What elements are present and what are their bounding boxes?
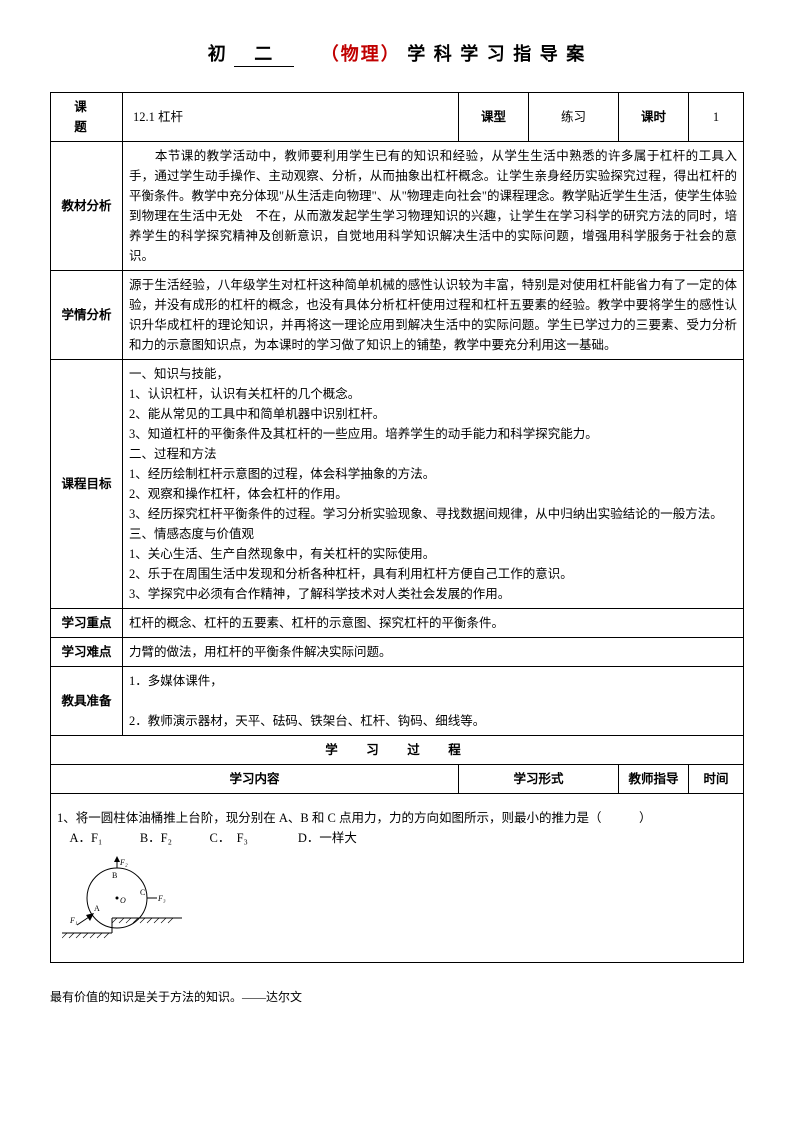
svg-text:C: C — [140, 888, 145, 897]
svg-text:A: A — [94, 904, 100, 913]
title-prefix: 初 — [208, 44, 228, 64]
title-suffix: 学 科 学 习 指 导 案 — [407, 44, 586, 64]
q1-stem: 1、将一圆柱体油桶推上台阶，现分别在 A、B 和 C 点用力，力的方向如图所示，… — [57, 808, 737, 828]
period-label: 课时 — [619, 93, 689, 142]
svg-text:F₁: F₁ — [69, 916, 78, 925]
page-title: 初 二 （物理） 学 科 学 习 指 导 案 — [50, 40, 744, 67]
diagram-svg: O F₂ B C F₃ F₁ A — [62, 853, 182, 943]
svg-text:B: B — [112, 871, 117, 880]
focus-text: 杠杆的概念、杠杆的五要素、杠杆的示意图、探究杠杆的平衡条件。 — [123, 609, 744, 638]
title-grade: 二 — [234, 40, 294, 67]
learner-row: 学情分析 源于生活经验，八年级学生对杠杆这种简单机械的感性认识较为丰富，特别是对… — [51, 271, 744, 360]
goals-text: 一、知识与技能， 1、认识杠杆，认识有关杠杆的几个概念。 2、能从常见的工具中和… — [123, 360, 744, 609]
lesson-table: 课 题 12.1 杠杆 课型 练习 课时 1 教材分析 本节课的教学活动中，教师… — [50, 92, 744, 963]
type-value: 练习 — [529, 93, 619, 142]
title-subject: （物理） — [321, 44, 401, 64]
process-heading-row: 学 习 过 程 — [51, 736, 744, 765]
question-row: 1、将一圆柱体油桶推上台阶，现分别在 A、B 和 C 点用力，力的方向如图所示，… — [51, 794, 744, 963]
material-text: 本节课的教学活动中，教师要利用学生已有的知识和经验，从学生生活中熟悉的许多属于杠… — [123, 142, 744, 271]
question-cell: 1、将一圆柱体油桶推上台阶，现分别在 A、B 和 C 点用力，力的方向如图所示，… — [51, 794, 744, 963]
footer-quote: 最有价值的知识是关于方法的知识。——达尔文 — [50, 988, 744, 1005]
material-row: 教材分析 本节课的教学活动中，教师要利用学生已有的知识和经验，从学生生活中熟悉的… — [51, 142, 744, 271]
col-time: 时间 — [689, 765, 744, 794]
learner-text: 源于生活经验，八年级学生对杠杆这种简单机械的感性认识较为丰富，特别是对使用杠杆能… — [123, 271, 744, 360]
tools-row: 教具准备 1．多媒体课件， 2．教师演示器材，天平、砝码、铁架台、杠杆、钩码、细… — [51, 667, 744, 736]
process-heading: 学 习 过 程 — [51, 736, 744, 765]
col-form: 学习形式 — [459, 765, 619, 794]
process-cols-row: 学习内容 学习形式 教师指导 时间 — [51, 765, 744, 794]
difficulty-text: 力臂的做法，用杠杆的平衡条件解决实际问题。 — [123, 638, 744, 667]
goals-label: 课程目标 — [51, 360, 123, 609]
material-label: 教材分析 — [51, 142, 123, 271]
focus-label: 学习重点 — [51, 609, 123, 638]
topic-label: 课 题 — [51, 93, 123, 142]
svg-text:O: O — [120, 896, 126, 905]
focus-row: 学习重点 杠杆的概念、杠杆的五要素、杠杆的示意图、探究杠杆的平衡条件。 — [51, 609, 744, 638]
difficulty-row: 学习难点 力臂的做法，用杠杆的平衡条件解决实际问题。 — [51, 638, 744, 667]
tools-label: 教具准备 — [51, 667, 123, 736]
type-label: 课型 — [459, 93, 529, 142]
barrel-diagram: O F₂ B C F₃ F₁ A — [62, 853, 737, 949]
header-row: 课 题 12.1 杠杆 课型 练习 课时 1 — [51, 93, 744, 142]
learner-label: 学情分析 — [51, 271, 123, 360]
q1-opts: A．F₁ B．F₂ C． F₃ D．一样大 — [57, 828, 737, 848]
period-value: 1 — [689, 93, 744, 142]
col-content: 学习内容 — [51, 765, 459, 794]
topic-value: 12.1 杠杆 — [123, 93, 459, 142]
goals-row: 课程目标 一、知识与技能， 1、认识杠杆，认识有关杠杆的几个概念。 2、能从常见… — [51, 360, 744, 609]
col-guide: 教师指导 — [619, 765, 689, 794]
svg-text:F₂: F₂ — [119, 858, 128, 867]
svg-text:F₃: F₃ — [157, 894, 166, 903]
difficulty-label: 学习难点 — [51, 638, 123, 667]
tools-text: 1．多媒体课件， 2．教师演示器材，天平、砝码、铁架台、杠杆、钩码、细线等。 — [123, 667, 744, 736]
